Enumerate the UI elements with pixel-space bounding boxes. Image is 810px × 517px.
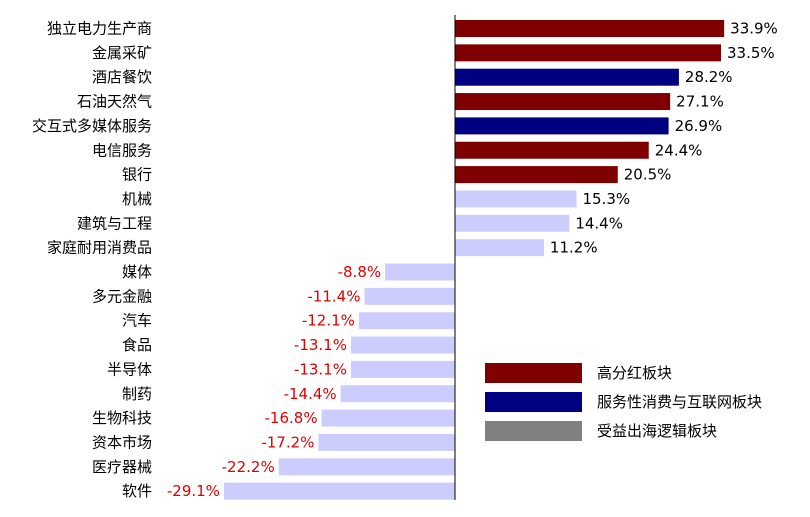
bar-18: [318, 433, 455, 451]
category-label: 家庭耐用消费品: [47, 239, 152, 257]
bar-2: [455, 44, 721, 62]
bar-3: [455, 68, 679, 86]
category-label: 媒体: [122, 263, 152, 281]
value-label: 11.2%: [550, 239, 598, 257]
bar-8: [455, 190, 577, 208]
category-label: 半导体: [107, 360, 152, 378]
value-label: -12.1%: [302, 312, 355, 330]
category-label: 汽车: [122, 312, 152, 330]
bar-15: [350, 360, 455, 378]
value-label: -17.2%: [261, 433, 314, 451]
bar-10: [455, 239, 544, 257]
value-label: -14.4%: [284, 385, 337, 403]
value-label: -13.1%: [294, 336, 347, 354]
value-label: -22.2%: [222, 458, 275, 476]
bars-group: [223, 20, 725, 500]
category-label: 电信服务: [92, 141, 152, 159]
legend-label-high: 高分红板块: [597, 364, 672, 382]
bar-20: [223, 482, 455, 500]
bar-6: [455, 141, 649, 159]
category-label: 建筑与工程: [77, 214, 152, 232]
legend-label-export: 受益出海逻辑板块: [597, 422, 717, 440]
bar-12: [364, 287, 455, 305]
bar-11: [385, 263, 455, 281]
value-label: 27.1%: [676, 93, 724, 111]
value-label: 15.3%: [582, 190, 630, 208]
bar-5: [455, 117, 669, 135]
bar-4: [455, 93, 671, 111]
legend-swatch-export: [485, 421, 582, 441]
category-label: 金属采矿: [92, 44, 152, 62]
category-label: 生物科技: [92, 409, 152, 427]
category-label: 多元金融: [92, 287, 152, 305]
category-labels: 独立电力生产商金属采矿酒店餐饮石油天然气交互式多媒体服务电信服务银行机械建筑与工…: [32, 20, 152, 501]
value-label: -11.4%: [307, 287, 360, 305]
value-label: -8.8%: [338, 263, 382, 281]
bar-17: [321, 409, 455, 427]
value-label: 33.9%: [730, 20, 778, 38]
bar-16: [340, 385, 455, 403]
category-label: 交互式多媒体服务: [32, 117, 152, 135]
category-label: 酒店餐饮: [92, 68, 152, 86]
category-label: 石油天然气: [77, 93, 152, 111]
category-label: 食品: [122, 336, 152, 354]
category-label: 独立电力生产商: [47, 20, 152, 38]
legend-swatch-internet: [485, 392, 582, 412]
value-label: -16.8%: [265, 409, 318, 427]
category-label: 资本市场: [92, 433, 152, 451]
value-label: -13.1%: [294, 360, 347, 378]
bar-19: [278, 458, 455, 476]
legend-swatch-high: [485, 363, 582, 383]
value-label: -29.1%: [167, 482, 220, 500]
category-label: 医疗器械: [92, 458, 152, 476]
value-label: 14.4%: [575, 214, 623, 232]
category-label: 银行: [122, 166, 152, 184]
category-label: 机械: [122, 190, 152, 208]
bar-1: [455, 20, 725, 37]
value-label: 26.9%: [675, 117, 723, 135]
value-label: 20.5%: [624, 166, 672, 184]
value-labels: 33.9% 33.5% 28.2% 27.1% 26.9% 24.4% 20.5% 15.3%…: [167, 20, 778, 501]
category-label: 软件: [122, 482, 152, 500]
bar-14: [350, 336, 455, 354]
value-label: 33.5%: [727, 44, 775, 62]
value-label: 24.4%: [655, 141, 703, 159]
bar-7: [455, 166, 618, 184]
legend-label-internet: 服务性消费与互联网板块: [597, 393, 762, 411]
bar-13: [358, 312, 455, 330]
category-label: 制药: [122, 385, 152, 403]
value-label: 28.2%: [685, 68, 733, 86]
bar-9: [455, 214, 570, 232]
